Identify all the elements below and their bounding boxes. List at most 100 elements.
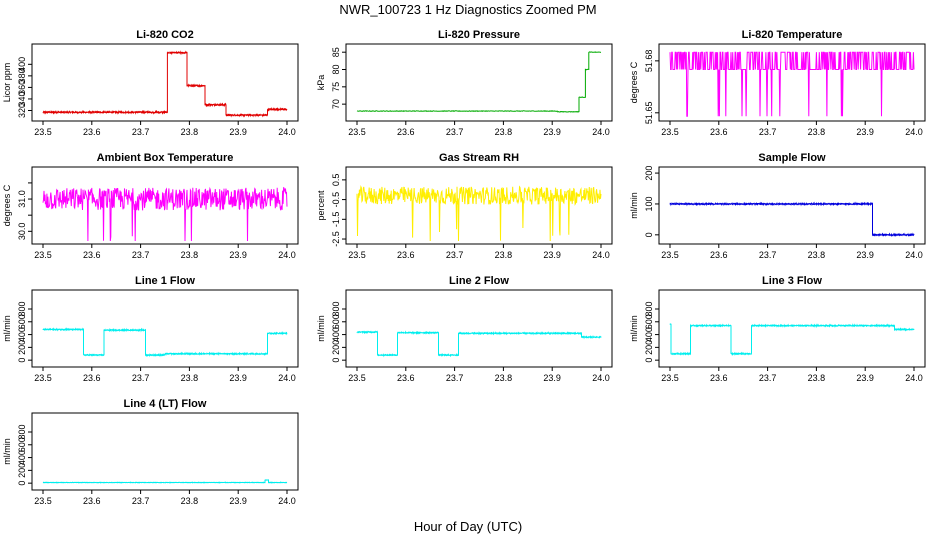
y-tick-label: 51.68 [644, 50, 654, 73]
x-tick-label: 23.8 [181, 496, 199, 506]
data-series-line [669, 323, 915, 356]
plot-frame [345, 289, 613, 368]
y-tick-label: 0 [17, 358, 27, 363]
x-tick-label: 24.0 [905, 250, 923, 260]
y-tick-label: 400 [17, 450, 27, 465]
x-tick-label: 23.9 [543, 127, 561, 137]
x-tick-label: 24.0 [278, 373, 296, 383]
plot-frame [658, 43, 926, 122]
y-axis-label: Licor ppm [2, 63, 12, 103]
y-tick-label: 360 [17, 80, 27, 95]
y-axis-label: degrees C [2, 184, 12, 226]
figure-title: NWR_100723 1 Hz Diagnostics Zoomed PM [339, 2, 596, 17]
y-axis-label: ml/min [629, 192, 639, 219]
x-tick-label: 23.5 [34, 250, 52, 260]
panel-title: Sample Flow [758, 152, 826, 164]
y-tick-label: 0.5 [331, 174, 341, 187]
x-axis-title: Hour of Day (UTC) [414, 519, 522, 534]
y-tick-label: 800 [644, 301, 654, 316]
plot-frame [31, 43, 299, 122]
panel-title: Line 3 Flow [762, 275, 822, 287]
panel-title: Ambient Box Temperature [97, 152, 234, 164]
x-tick-label: 23.7 [759, 250, 777, 260]
x-tick-label: 23.9 [229, 250, 247, 260]
x-tick-label: 23.9 [229, 373, 247, 383]
x-tick-label: 23.8 [495, 373, 513, 383]
x-tick-label: 23.7 [132, 496, 150, 506]
x-tick-label: 23.8 [495, 250, 513, 260]
x-tick-label: 23.6 [83, 127, 101, 137]
plot-frame [31, 289, 299, 368]
x-tick-label: 23.6 [397, 373, 415, 383]
y-tick-label: 0 [644, 232, 654, 237]
x-tick-label: 23.5 [661, 373, 679, 383]
y-tick-label: 320 [17, 103, 27, 118]
x-tick-label: 24.0 [592, 250, 610, 260]
y-axis-label: degrees C [629, 61, 639, 103]
data-series-line [669, 51, 915, 117]
panel-title: Li-820 Pressure [438, 29, 520, 41]
x-tick-label: 23.7 [446, 373, 464, 383]
x-tick-label: 23.9 [229, 127, 247, 137]
x-tick-label: 23.5 [348, 373, 366, 383]
x-tick-label: 23.7 [132, 373, 150, 383]
x-tick-label: 23.6 [397, 250, 415, 260]
x-tick-label: 23.7 [132, 250, 150, 260]
y-tick-label: 30.0 [17, 223, 27, 241]
x-tick-label: 23.8 [808, 127, 826, 137]
y-tick-label: 400 [644, 327, 654, 342]
x-tick-label: 23.6 [83, 250, 101, 260]
data-series-line [42, 479, 288, 484]
plot-frame [658, 166, 926, 245]
panel-2: Li-820 Pressure kPa 70 75 80 85 23.5 23.6 23.7 23… [316, 29, 613, 137]
data-series-line [356, 184, 602, 242]
y-tick-label: 200 [644, 166, 654, 181]
panel-3: Li-820 Temperature degrees C 51.65 51.68 23.… [629, 29, 926, 137]
x-tick-label: 23.6 [83, 496, 101, 506]
x-tick-label: 23.5 [348, 127, 366, 137]
panel-title: Line 4 (LT) Flow [124, 398, 207, 410]
y-tick-label: 600 [331, 314, 341, 329]
x-tick-label: 23.5 [34, 496, 52, 506]
y-tick-label: 600 [644, 314, 654, 329]
data-series-line [356, 51, 602, 113]
x-tick-label: 23.8 [181, 373, 199, 383]
y-axis-label: ml/min [2, 315, 12, 342]
plot-frame [345, 43, 613, 122]
panel-6: Sample Flow ml/min 0 100 200 23.5 23.6 23.7 23.8… [629, 152, 926, 260]
y-tick-label: 100 [644, 196, 654, 211]
y-axis-label: percent [316, 190, 326, 221]
x-tick-label: 24.0 [592, 373, 610, 383]
x-tick-label: 23.9 [229, 496, 247, 506]
y-tick-label: 400 [17, 327, 27, 342]
y-tick-label: 600 [17, 314, 27, 329]
x-tick-label: 23.5 [661, 250, 679, 260]
y-tick-label: 800 [17, 424, 27, 439]
y-tick-label: 400 [17, 57, 27, 72]
x-tick-label: 23.8 [181, 127, 199, 137]
plot-frame [31, 166, 299, 245]
y-tick-label: 200 [644, 340, 654, 355]
x-tick-label: 23.8 [495, 127, 513, 137]
x-tick-label: 23.9 [543, 250, 561, 260]
x-tick-label: 23.6 [710, 373, 728, 383]
y-tick-label: 70 [331, 99, 341, 109]
y-tick-label: -1.5 [331, 212, 341, 228]
panel-4: Ambient Box Temperature degrees C 30.0 31.0… [2, 152, 299, 260]
x-tick-label: 23.7 [759, 127, 777, 137]
y-axis-label: ml/min [629, 315, 639, 342]
x-tick-label: 23.5 [348, 250, 366, 260]
y-tick-label: 600 [17, 437, 27, 452]
x-tick-label: 23.9 [543, 373, 561, 383]
plot-frame [345, 166, 613, 245]
y-tick-label: 340 [17, 91, 27, 106]
x-tick-label: 24.0 [278, 496, 296, 506]
x-tick-label: 23.9 [856, 127, 874, 137]
y-tick-label: 0 [331, 358, 341, 363]
x-tick-label: 23.5 [34, 127, 52, 137]
y-tick-label: 75 [331, 82, 341, 92]
plot-frame [658, 289, 926, 368]
x-tick-label: 23.5 [661, 127, 679, 137]
